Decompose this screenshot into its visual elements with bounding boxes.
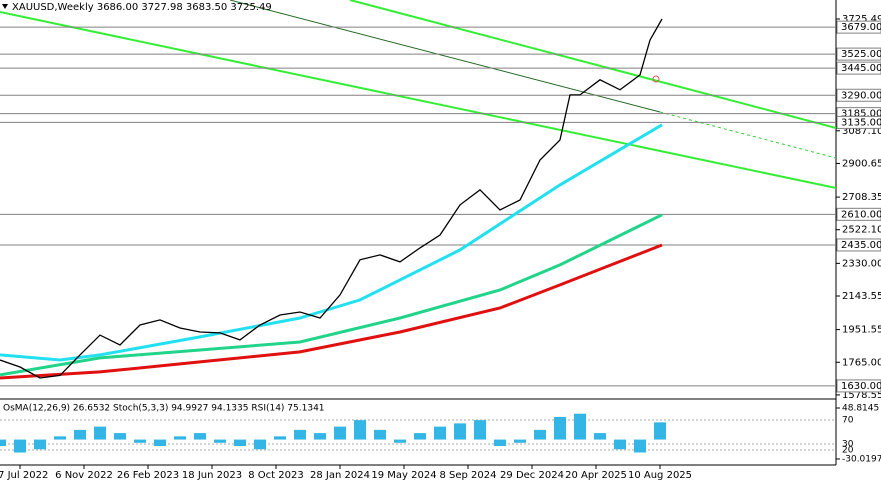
osma-bar	[494, 439, 506, 447]
osma-bar	[354, 420, 366, 440]
osma-bar	[0, 439, 6, 447]
osma-bar	[434, 426, 446, 440]
series-line	[0, 213, 663, 377]
y-tick-label: 2900.65	[842, 158, 881, 169]
level-label-box	[836, 61, 881, 75]
trend-line	[229, 0, 661, 113]
osma-bar	[454, 423, 466, 440]
chart-title: XAUUSD,Weekly 3686.00 3727.98 3683.50 37…	[12, 2, 272, 13]
osma-bar	[134, 439, 146, 443]
osma-bar	[274, 436, 286, 440]
x-tick-label: 8 Sep 2024	[439, 470, 496, 481]
level-label: 2435.00	[841, 240, 881, 251]
y-tick-label: 1951.55	[842, 325, 881, 336]
osma-bar	[414, 433, 426, 440]
x-tick-label: 6 Nov 2022	[55, 470, 113, 481]
osma-bar	[74, 429, 86, 440]
level-label: 3185.00	[841, 109, 881, 120]
osma-bar	[154, 439, 166, 447]
osma-bar	[374, 429, 386, 440]
level-label-box	[836, 207, 881, 221]
y-tick-label: 2522.10	[842, 225, 881, 236]
osma-bar	[54, 436, 66, 440]
x-tick-label: 28 Jan 2024	[310, 470, 370, 481]
y-tick-label: 1578.55	[842, 390, 881, 401]
osma-bar	[294, 429, 306, 440]
osma-bar	[234, 439, 246, 447]
level-label: 3525.00	[841, 49, 881, 60]
osma-bar	[214, 439, 226, 443]
osma-bar	[174, 436, 186, 440]
level-label: 2610.00	[841, 209, 881, 220]
level-label: 3679.00	[841, 22, 881, 33]
level-label-box	[836, 115, 881, 129]
osma-bar	[474, 420, 486, 440]
osma-bar	[554, 416, 566, 440]
osma-bar	[394, 439, 406, 443]
series-line	[0, 123, 663, 362]
y-tick-label: 3087.10	[842, 126, 881, 137]
osc-tick-label: 48.8145	[842, 404, 879, 414]
oscillator-label: OsMA(12,26,9) 26.6532 Stoch(5,3,3) 94.99…	[3, 404, 325, 414]
level-label: 3445.00	[841, 63, 881, 74]
x-tick-label: 20 Apr 2025	[565, 470, 627, 481]
osc-level-label: 30	[842, 440, 854, 450]
osma-bar	[194, 433, 206, 440]
x-tick-label: 10 Aug 2025	[628, 470, 692, 481]
level-label: 3290.00	[841, 90, 881, 101]
y-tick-label: 1765.00	[842, 357, 881, 368]
x-tick-label: 18 Jun 2023	[182, 470, 242, 481]
level-label: 1630.00	[841, 381, 881, 392]
osma-bar	[34, 439, 46, 450]
osma-bar	[594, 433, 606, 440]
osma-bar	[14, 439, 26, 453]
x-tick-label: 17 Jul 2022	[0, 470, 48, 481]
series-line	[0, 243, 663, 380]
x-tick-label: 26 Feb 2023	[117, 470, 179, 481]
title-arrow	[2, 4, 8, 9]
y-tick-label: 2330.00	[842, 258, 881, 269]
level-label-box	[836, 47, 881, 61]
osma-bar	[334, 426, 346, 440]
osc-level-label: 20	[842, 446, 854, 456]
osma-bar	[94, 426, 106, 440]
y-tick-label: 3725.49	[842, 14, 881, 25]
osma-bar	[614, 439, 626, 450]
level-label: 3135.00	[841, 117, 881, 128]
level-label-box	[836, 20, 881, 34]
osc-tick-label: -30.0197	[842, 454, 881, 464]
osma-bar	[254, 439, 266, 450]
osma-bar	[514, 439, 526, 443]
x-tick-label: 29 Dec 2024	[500, 470, 564, 481]
level-label-box	[836, 88, 881, 102]
y-tick-label: 2143.55	[842, 291, 881, 302]
trend-line	[0, 11, 837, 189]
osma-bar	[314, 433, 326, 440]
trend-line	[659, 111, 837, 159]
osma-bar	[534, 429, 546, 440]
series-line	[0, 18, 663, 379]
level-label-box	[836, 379, 881, 393]
osma-bar	[634, 439, 646, 453]
osc-level-label: 70	[842, 416, 854, 426]
osma-bar	[654, 422, 666, 440]
y-tick-label: 2708.35	[842, 192, 881, 203]
osma-bar	[114, 433, 126, 440]
level-label-box	[836, 238, 881, 252]
osma-bar	[574, 413, 586, 440]
x-tick-label: 19 May 2024	[371, 470, 436, 481]
marker	[652, 75, 660, 83]
trend-line	[349, 0, 837, 129]
x-tick-label: 8 Oct 2023	[248, 470, 303, 481]
